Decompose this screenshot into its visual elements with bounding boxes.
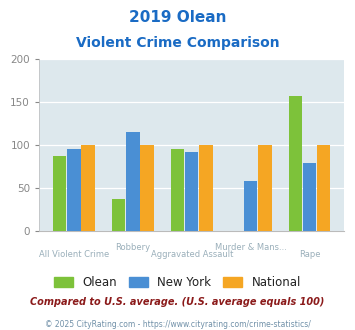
Text: Rape: Rape — [299, 250, 320, 259]
Bar — [289, 96, 302, 231]
Bar — [303, 163, 316, 231]
Bar — [258, 145, 272, 231]
Text: Violent Crime Comparison: Violent Crime Comparison — [76, 36, 279, 50]
Bar — [67, 149, 81, 231]
Bar — [140, 145, 154, 231]
Text: © 2025 CityRating.com - https://www.cityrating.com/crime-statistics/: © 2025 CityRating.com - https://www.city… — [45, 320, 310, 329]
Legend: Olean, New York, National: Olean, New York, National — [49, 272, 306, 294]
Bar — [317, 145, 331, 231]
Text: Compared to U.S. average. (U.S. average equals 100): Compared to U.S. average. (U.S. average … — [30, 297, 325, 307]
Bar — [185, 152, 198, 231]
Bar — [81, 145, 95, 231]
Bar — [126, 132, 140, 231]
Bar — [171, 149, 184, 231]
Bar — [53, 156, 66, 231]
Bar — [112, 199, 125, 231]
Bar — [244, 181, 257, 231]
Text: Robbery: Robbery — [115, 243, 150, 252]
Bar — [199, 145, 213, 231]
Text: All Violent Crime: All Violent Crime — [39, 250, 109, 259]
Text: 2019 Olean: 2019 Olean — [129, 10, 226, 25]
Text: Aggravated Assault: Aggravated Assault — [151, 250, 233, 259]
Text: Murder & Mans...: Murder & Mans... — [215, 243, 286, 252]
